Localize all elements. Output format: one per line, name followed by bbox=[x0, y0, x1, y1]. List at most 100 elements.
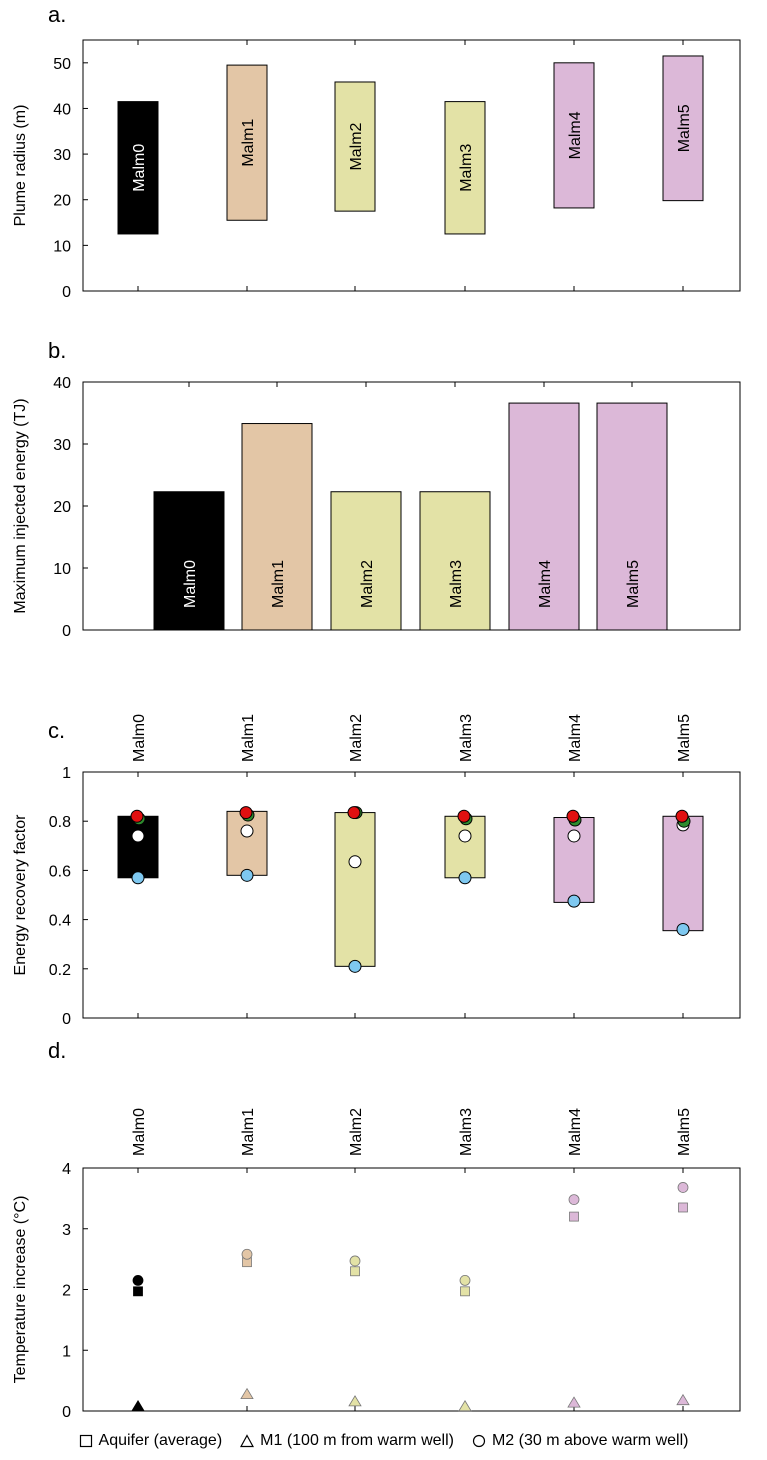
bar-label: Malm4 bbox=[567, 111, 584, 159]
marker-triangle bbox=[240, 1387, 254, 1399]
bar bbox=[226, 810, 268, 876]
marker-circle bbox=[459, 1274, 471, 1286]
marker-square bbox=[569, 1211, 579, 1222]
category-label: Malm5 bbox=[676, 714, 693, 762]
y-tick-label: 40 bbox=[53, 101, 71, 118]
legend: Aquifer (average) M1 (100 m from warm we… bbox=[0, 1432, 767, 1450]
y-tick-label: 3 bbox=[62, 1222, 71, 1239]
y-tick-label: 0.2 bbox=[49, 962, 71, 979]
triangle-marker-icon bbox=[240, 1434, 255, 1448]
panel-label: c. bbox=[48, 718, 65, 743]
square-marker-icon bbox=[79, 1434, 92, 1448]
marker-square bbox=[460, 1286, 470, 1297]
category-label: Malm0 bbox=[131, 714, 148, 762]
y-tick-label: 0.6 bbox=[49, 863, 71, 880]
panel-b: b. Maximum injected energy (TJ) 0 10 20 30 40 M… bbox=[12, 338, 741, 640]
data-point-white bbox=[348, 855, 362, 869]
bar bbox=[596, 402, 668, 631]
data-point-blue bbox=[348, 959, 362, 973]
y-axis-label: Maximum injected energy (TJ) bbox=[12, 398, 29, 613]
marker-triangle bbox=[458, 1399, 472, 1412]
category-label: Malm4 bbox=[567, 1108, 584, 1156]
data-point-white bbox=[240, 824, 254, 838]
data-point-red bbox=[566, 809, 580, 823]
data-point-red bbox=[347, 806, 361, 820]
marker-triangle bbox=[348, 1395, 362, 1407]
bar-label: Malm3 bbox=[448, 560, 465, 608]
bar bbox=[508, 402, 580, 631]
y-tick-label: 20 bbox=[53, 193, 71, 210]
category-label: Malm1 bbox=[240, 714, 257, 762]
marker-circle bbox=[241, 1248, 253, 1260]
y-tick-label: 50 bbox=[53, 56, 71, 73]
y-tick-label: 1 bbox=[62, 1343, 71, 1360]
panel-d: d. Temperature increase (°C) 0 1 2 3 4 Malm0 Mal… bbox=[12, 1038, 741, 1421]
circle-marker-icon bbox=[472, 1434, 486, 1448]
y-tick-label: 40 bbox=[53, 375, 71, 392]
plot-frame bbox=[82, 771, 741, 1019]
y-axis-label: Plume radius (m) bbox=[12, 105, 29, 227]
bar bbox=[117, 101, 159, 235]
y-tick-label: 0.8 bbox=[49, 814, 71, 831]
legend-item-aquifer: Aquifer (average) bbox=[79, 1432, 223, 1450]
category-label: Malm1 bbox=[240, 1108, 257, 1156]
plot-frame bbox=[82, 39, 741, 292]
data-point-white bbox=[567, 829, 581, 843]
data-point-white bbox=[131, 829, 145, 843]
data-point-blue bbox=[131, 871, 145, 885]
panel-label: d. bbox=[48, 1038, 66, 1063]
data-point-red bbox=[130, 809, 144, 823]
y-tick-label: 0 bbox=[62, 1404, 71, 1421]
legend-item-m1: M1 (100 m from warm well) bbox=[240, 1432, 454, 1450]
data-point-red bbox=[457, 809, 471, 823]
bar-label: Malm0 bbox=[131, 144, 148, 192]
y-tick-label: 10 bbox=[53, 238, 71, 255]
marker-square bbox=[678, 1202, 688, 1213]
bar bbox=[117, 815, 159, 879]
bar bbox=[662, 815, 704, 932]
data-point-red bbox=[675, 809, 689, 823]
plot-frame bbox=[82, 1167, 741, 1412]
data-point-blue bbox=[458, 871, 472, 885]
category-label: Malm0 bbox=[131, 1108, 148, 1156]
bar-label: Malm5 bbox=[676, 104, 693, 152]
bar bbox=[334, 812, 376, 967]
bar-label: Malm1 bbox=[270, 560, 287, 608]
data-point-white bbox=[458, 829, 472, 843]
y-tick-label: 2 bbox=[62, 1283, 71, 1300]
category-label: Malm4 bbox=[567, 714, 584, 762]
marker-triangle bbox=[567, 1396, 581, 1408]
bar-label: Malm0 bbox=[182, 560, 199, 608]
bar bbox=[444, 101, 486, 235]
bar bbox=[334, 81, 376, 212]
y-tick-label: 0 bbox=[62, 284, 71, 301]
y-tick-label: 30 bbox=[53, 437, 71, 454]
bar bbox=[553, 62, 595, 209]
y-tick-label: 20 bbox=[53, 499, 71, 516]
marker-circle bbox=[132, 1274, 144, 1286]
marker-square bbox=[133, 1286, 143, 1297]
bar-label: Malm2 bbox=[359, 560, 376, 608]
bar-label: Malm3 bbox=[458, 144, 475, 192]
category-label: Malm3 bbox=[458, 1108, 475, 1156]
bar bbox=[444, 815, 486, 879]
marker-circle bbox=[677, 1182, 689, 1193]
y-tick-label: 0 bbox=[62, 623, 71, 640]
legend-label: Aquifer (average) bbox=[98, 1432, 223, 1449]
data-point-red bbox=[239, 806, 253, 820]
bar bbox=[226, 64, 268, 221]
y-tick-label: 0.4 bbox=[49, 913, 71, 930]
y-axis-label: Energy recovery factor bbox=[12, 814, 29, 976]
bar-label: Malm2 bbox=[348, 122, 365, 170]
marker-square bbox=[350, 1266, 360, 1277]
bar-label: Malm4 bbox=[537, 560, 554, 608]
data-point-blue bbox=[676, 922, 690, 936]
bar bbox=[153, 491, 225, 631]
legend-label: M1 (100 m from warm well) bbox=[260, 1432, 454, 1449]
y-tick-label: 10 bbox=[53, 561, 71, 578]
y-tick-label: 30 bbox=[53, 147, 71, 164]
panel-label: b. bbox=[48, 338, 66, 363]
y-tick-label: 0 bbox=[62, 1011, 71, 1028]
marker-triangle bbox=[131, 1399, 145, 1412]
